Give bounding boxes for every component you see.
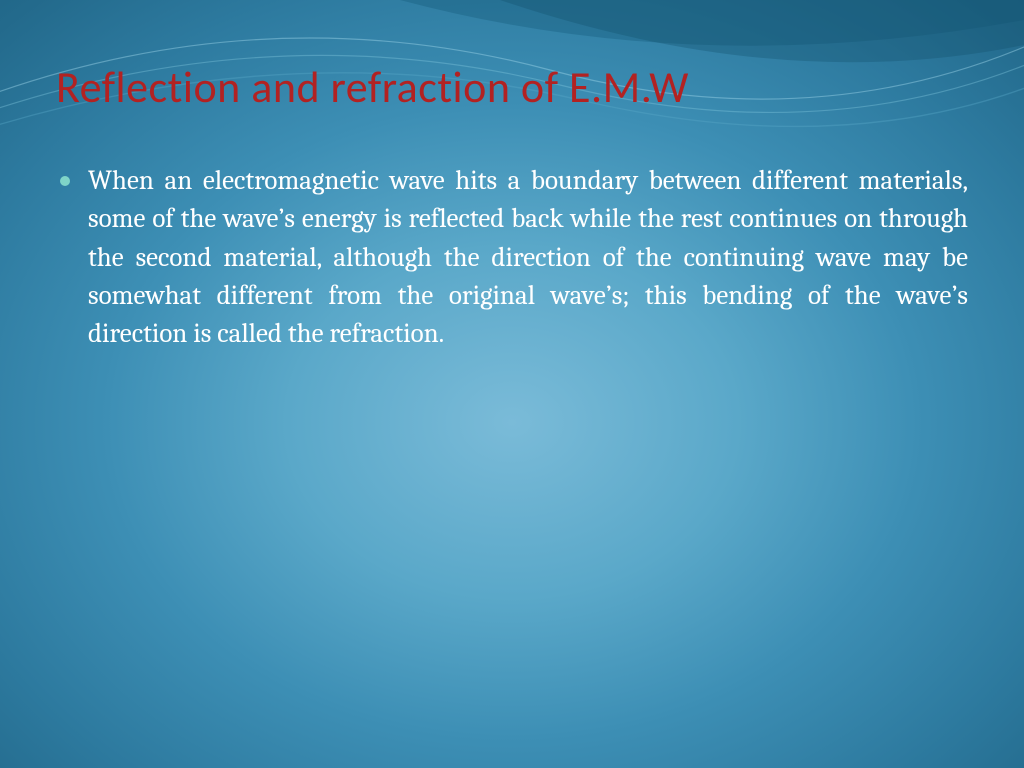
bullet-text: When an electromagnetic wave hits a boun… <box>88 165 968 349</box>
bullet-item: When an electromagnetic wave hits a boun… <box>88 162 968 354</box>
bullet-dot-icon <box>60 176 70 186</box>
slide-title: Reflection and refraction of E.M.W <box>56 60 968 114</box>
slide-body: When an electromagnetic wave hits a boun… <box>56 162 968 354</box>
slide-container: Reflection and refraction of E.M.W When … <box>0 0 1024 768</box>
